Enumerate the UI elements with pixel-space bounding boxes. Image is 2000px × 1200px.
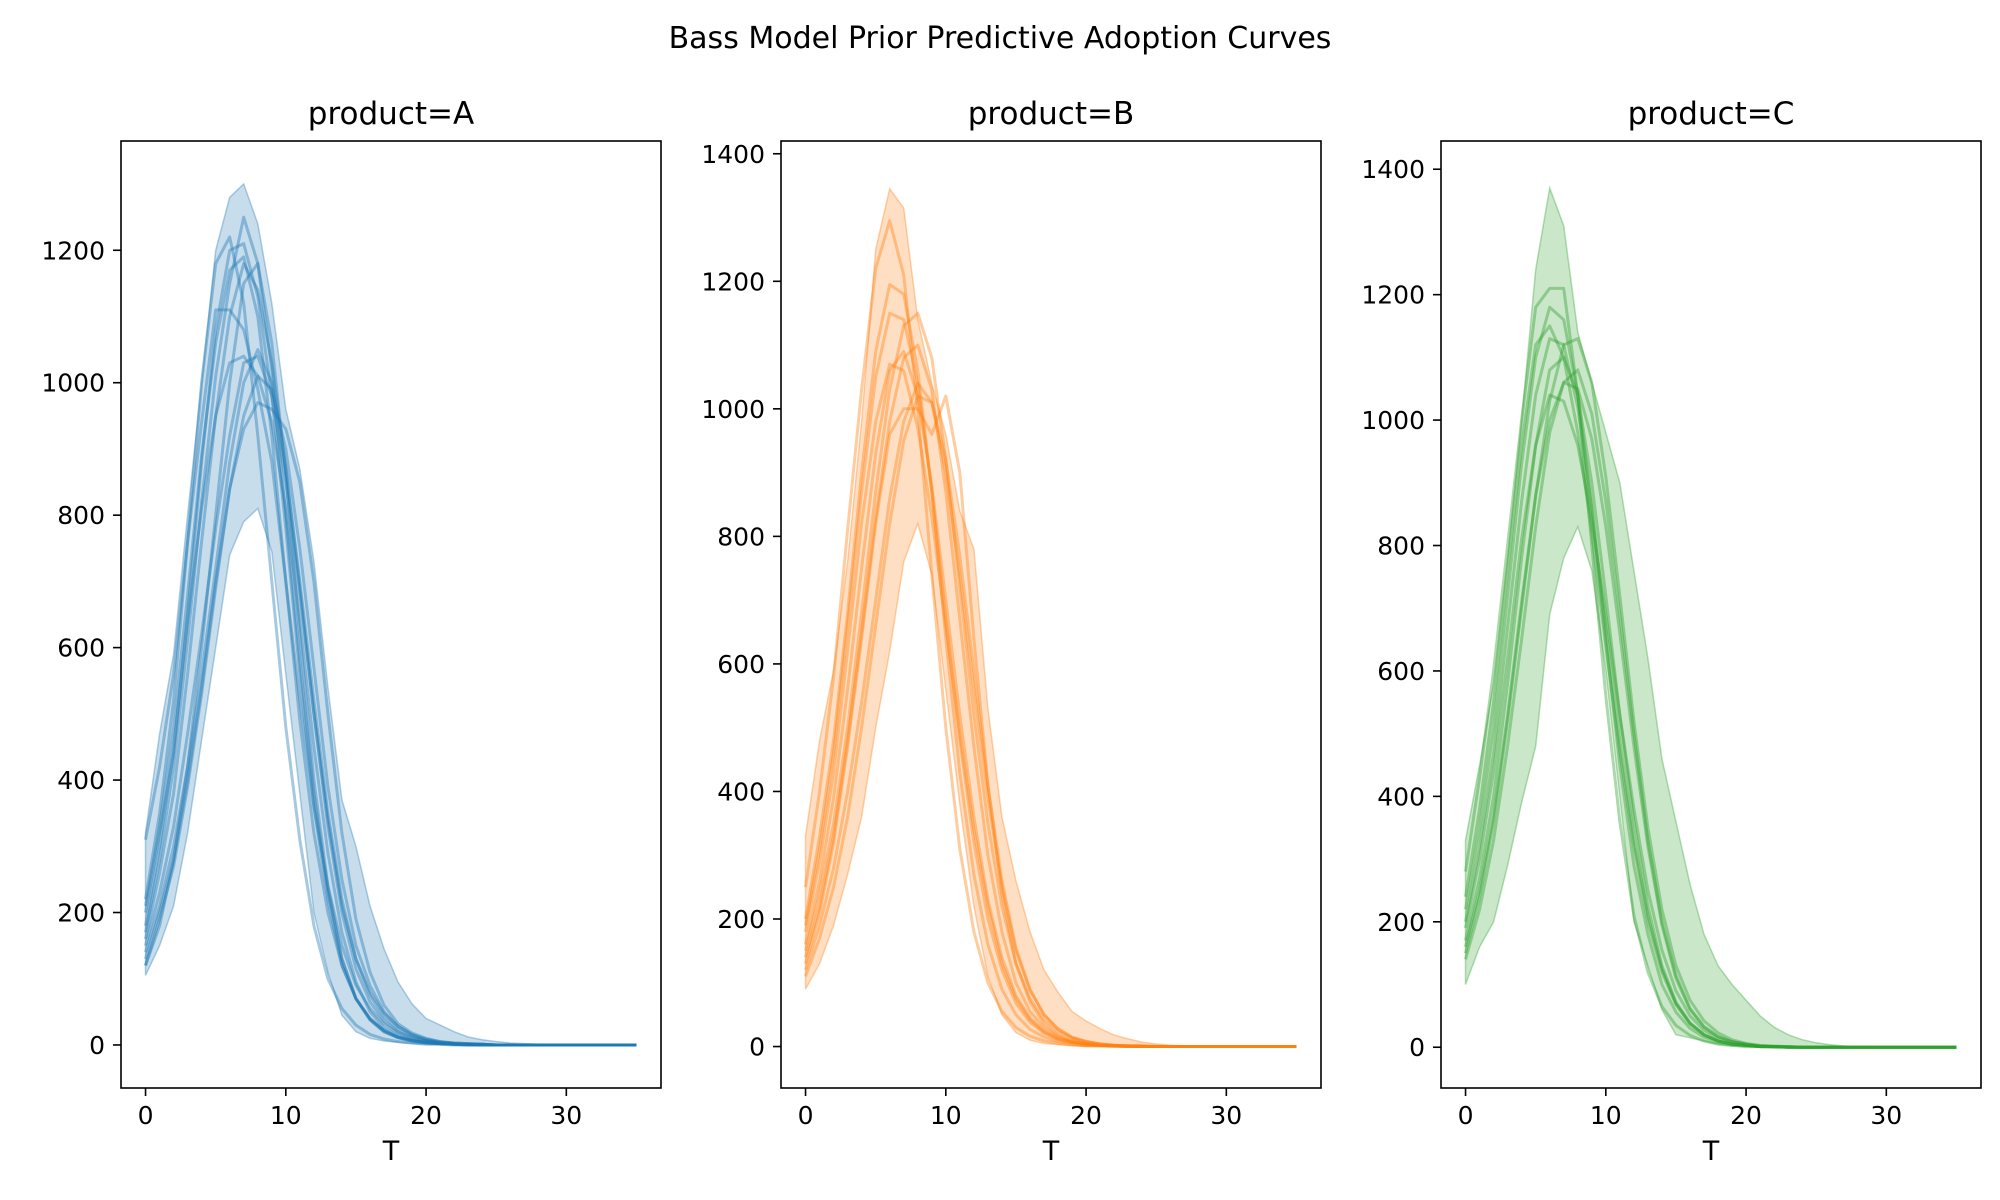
axes-frame (120, 140, 662, 1089)
series-line-10 (804, 343, 1297, 1048)
y-tick-label: 200 (717, 905, 765, 934)
panel-2: 0 10 20 30 0 200 400 600 800 1000 1200 1400 product=… (701, 96, 1322, 1167)
y-tick-label: 800 (717, 522, 765, 551)
series-line-7 (804, 349, 1297, 1048)
y-tick-label: 600 (57, 634, 105, 663)
series-line-5 (144, 354, 637, 1047)
panel-title: product=A (308, 96, 474, 132)
y-tick-label: 600 (717, 650, 765, 679)
series-line-6 (804, 394, 1297, 1048)
y-tick-label: 1200 (41, 236, 105, 265)
y-tick-label: 800 (1377, 532, 1425, 561)
series-line-1 (144, 242, 637, 1047)
y-tick-label: 400 (1377, 782, 1425, 811)
y-tick-label: 1400 (1361, 155, 1425, 184)
panel-1: 0 10 20 30 0 200 400 600 800 1000 1200 product=A T (41, 96, 662, 1167)
y-tick-label: 0 (749, 1033, 765, 1062)
x-tick-label: 30 (550, 1101, 582, 1130)
series-line-3 (804, 311, 1297, 1048)
panel-title: product=B (968, 96, 1134, 132)
y-tick-label: 1000 (701, 395, 765, 424)
series-line-2 (804, 219, 1297, 1048)
y-tick-label: 600 (1377, 657, 1425, 686)
series-line-12 (144, 401, 637, 1047)
series-line-1 (1464, 305, 1957, 1049)
x-tick-label: 20 (410, 1101, 442, 1130)
x-tick-label: 20 (1730, 1101, 1762, 1130)
y-tick-label: 0 (89, 1031, 105, 1060)
y-tick-label: 1000 (41, 369, 105, 398)
x-tick-label: 30 (1870, 1101, 1902, 1130)
series-line-3 (144, 262, 637, 1047)
panel-3: 0 10 20 30 0 200 400 600 800 1000 1200 1400 product=… (1361, 96, 1982, 1167)
series-line-8 (804, 394, 1297, 1048)
figure-title: Bass Model Prior Predictive Adoption Cur… (669, 21, 1332, 56)
series-line-2 (144, 308, 637, 1047)
uncertainty-band (1464, 185, 1957, 1048)
y-tick-label: 200 (57, 899, 105, 928)
x-tick-label: 30 (1210, 1101, 1242, 1130)
x-tick-label: 10 (1590, 1101, 1622, 1130)
y-tick-label: 1400 (701, 140, 765, 169)
y-tick-label: 400 (717, 777, 765, 806)
series-line-9 (804, 311, 1297, 1048)
series-line-8 (144, 348, 637, 1047)
x-axis-label: T (1702, 1136, 1720, 1167)
uncertainty-band (144, 182, 637, 1046)
series-line-1 (804, 283, 1297, 1048)
series-line-9 (1464, 337, 1957, 1049)
series-line-5 (804, 362, 1297, 1048)
x-tick-label: 0 (138, 1101, 154, 1130)
series-line-9 (144, 374, 637, 1047)
series-line-3 (1464, 337, 1957, 1049)
x-tick-label: 10 (930, 1101, 962, 1130)
series-line-6 (1464, 324, 1957, 1049)
series-line-7 (1464, 355, 1957, 1049)
y-tick-label: 1200 (1361, 281, 1425, 310)
y-tick-label: 1200 (701, 267, 765, 296)
series-line-5 (1464, 368, 1957, 1049)
axes-frame (780, 140, 1322, 1089)
y-tick-label: 800 (57, 501, 105, 530)
x-tick-label: 0 (1458, 1101, 1474, 1130)
x-tick-label: 20 (1070, 1101, 1102, 1130)
series-line-2 (1464, 286, 1957, 1049)
y-tick-label: 0 (1409, 1033, 1425, 1062)
series-line-4 (804, 381, 1297, 1048)
x-axis-label: T (382, 1136, 400, 1167)
x-tick-label: 0 (798, 1101, 814, 1130)
axes-frame (1440, 140, 1982, 1089)
x-axis-label: T (1042, 1136, 1060, 1167)
y-tick-label: 200 (1377, 908, 1425, 937)
series-line-6 (144, 235, 637, 1047)
panel-title: product=C (1628, 96, 1795, 132)
series-line-10 (144, 255, 637, 1047)
series-line-7 (144, 354, 637, 1047)
y-tick-label: 400 (57, 766, 105, 795)
series-line-4 (1464, 393, 1957, 1049)
series-line-8 (1464, 381, 1957, 1049)
series-line-4 (144, 262, 637, 1047)
series-line-11 (144, 215, 637, 1047)
uncertainty-band (804, 187, 1297, 1048)
x-tick-label: 10 (270, 1101, 302, 1130)
y-tick-label: 1000 (1361, 406, 1425, 435)
